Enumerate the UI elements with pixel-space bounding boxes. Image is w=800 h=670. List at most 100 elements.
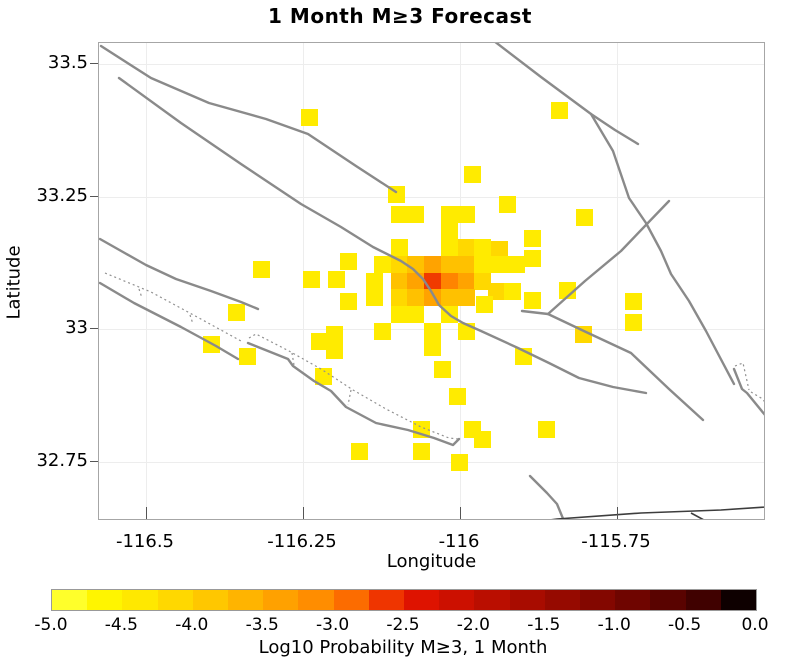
colorbar bbox=[51, 589, 757, 611]
fault-trace bbox=[546, 312, 705, 422]
heatmap-cell bbox=[391, 289, 408, 306]
fault-trace bbox=[99, 237, 260, 311]
y-tick-label: 33.25 bbox=[36, 185, 88, 206]
x-axis-title: Longitude bbox=[386, 551, 477, 572]
heatmap-cell bbox=[326, 326, 343, 343]
heatmap-cell bbox=[374, 256, 391, 273]
colorbar-tick-label: -4.0 bbox=[175, 615, 209, 635]
heatmap-cell bbox=[499, 196, 516, 213]
map-plot bbox=[98, 42, 765, 520]
colorbar-segment bbox=[87, 590, 123, 610]
heatmap-cell bbox=[524, 230, 541, 247]
x-tick-label: -116.5 bbox=[115, 531, 175, 552]
heatmap-cell bbox=[458, 239, 475, 256]
heatmap-cell bbox=[351, 443, 368, 460]
heatmap-cell bbox=[253, 261, 270, 278]
fault-trace bbox=[528, 474, 565, 519]
colorbar-tick-label: 0.0 bbox=[741, 615, 769, 635]
heatmap-cell bbox=[491, 241, 508, 258]
heatmap-cell bbox=[625, 314, 642, 331]
heatmap-cell bbox=[424, 339, 441, 356]
heatmap-cell bbox=[474, 256, 491, 273]
y-tick bbox=[90, 328, 98, 330]
heatmap-cell bbox=[538, 421, 555, 438]
heatmap-cell bbox=[424, 323, 441, 340]
heatmap-cell bbox=[441, 223, 458, 240]
heatmap-cell bbox=[625, 293, 642, 310]
fault-trace bbox=[690, 512, 704, 519]
colorbar-segment bbox=[157, 590, 193, 610]
heatmap-cell bbox=[441, 273, 458, 290]
fault-trace bbox=[520, 199, 671, 316]
heatmap-cell bbox=[508, 256, 525, 273]
x-tick-label: -115.75 bbox=[581, 531, 651, 552]
fault-trace bbox=[750, 391, 764, 402]
gridline-horizontal bbox=[99, 64, 764, 66]
heatmap-cell bbox=[391, 273, 408, 290]
colorbar-segment bbox=[404, 590, 440, 610]
colorbar-segment bbox=[333, 590, 369, 610]
colorbar-segment bbox=[439, 590, 475, 610]
fault-trace bbox=[589, 112, 640, 146]
heatmap-cell bbox=[303, 271, 320, 288]
colorbar-tick-label: -4.5 bbox=[104, 615, 138, 635]
colorbar-segment bbox=[228, 590, 264, 610]
heatmap-cell bbox=[326, 342, 343, 359]
colorbar-segment bbox=[650, 590, 686, 610]
colorbar-segment bbox=[580, 590, 616, 610]
colorbar-segment bbox=[368, 590, 405, 610]
colorbar-segment bbox=[474, 590, 510, 610]
x-tick bbox=[303, 507, 305, 519]
heatmap-cell bbox=[391, 206, 408, 223]
colorbar-tick-label: -3.5 bbox=[245, 615, 279, 635]
heatmap-cell bbox=[407, 306, 424, 323]
x-tick-label: -116 bbox=[438, 531, 480, 552]
heatmap-cell bbox=[559, 282, 576, 299]
y-tick bbox=[90, 63, 98, 65]
fault-trace bbox=[347, 389, 352, 406]
fault-trace bbox=[551, 506, 764, 519]
fault-trace bbox=[99, 281, 240, 361]
fault-trace bbox=[99, 44, 398, 194]
x-tick-label: -116.25 bbox=[267, 531, 337, 552]
heatmap-cell bbox=[458, 273, 475, 290]
y-tick bbox=[90, 196, 98, 198]
colorbar-tick-label: -1.5 bbox=[527, 615, 561, 635]
fault-trace bbox=[117, 76, 648, 395]
heatmap-cell bbox=[441, 239, 458, 256]
heatmap-cell bbox=[451, 454, 468, 471]
heatmap-cell bbox=[391, 239, 408, 256]
colorbar-tick-label: -5.0 bbox=[34, 615, 68, 635]
heatmap-cell bbox=[311, 333, 328, 350]
fault-trace bbox=[189, 314, 194, 325]
y-tick bbox=[90, 461, 98, 463]
heatmap-cell bbox=[458, 256, 475, 273]
heatmap-cell bbox=[366, 289, 383, 306]
heatmap-cell bbox=[441, 206, 458, 223]
fault-trace bbox=[248, 333, 460, 440]
colorbar-segment bbox=[52, 590, 88, 610]
heatmap-cell bbox=[474, 273, 491, 290]
heatmap-cell bbox=[524, 292, 541, 309]
heatmap-cell bbox=[576, 209, 593, 226]
fault-trace bbox=[732, 367, 764, 416]
heatmap-cell bbox=[328, 271, 345, 288]
heatmap-cell bbox=[407, 289, 424, 306]
colorbar-segment bbox=[685, 590, 721, 610]
heatmap-cell bbox=[434, 361, 451, 378]
colorbar-tick-label: -3.0 bbox=[316, 615, 350, 635]
heatmap-cell bbox=[458, 206, 475, 223]
heatmap-cell bbox=[374, 323, 391, 340]
heatmap-cell bbox=[391, 306, 408, 323]
fault-trace bbox=[246, 341, 461, 447]
colorbar-tick-label: -2.0 bbox=[456, 615, 490, 635]
fault-lines-layer bbox=[99, 43, 764, 519]
heatmap-cell bbox=[474, 239, 491, 256]
heatmap-cell bbox=[575, 326, 592, 343]
x-tick bbox=[146, 507, 148, 519]
fault-trace bbox=[734, 362, 750, 391]
heatmap-cell bbox=[551, 102, 568, 119]
fault-trace bbox=[291, 352, 295, 366]
colorbar-tick-label: -1.0 bbox=[597, 615, 631, 635]
colorbar-segment bbox=[615, 590, 651, 610]
